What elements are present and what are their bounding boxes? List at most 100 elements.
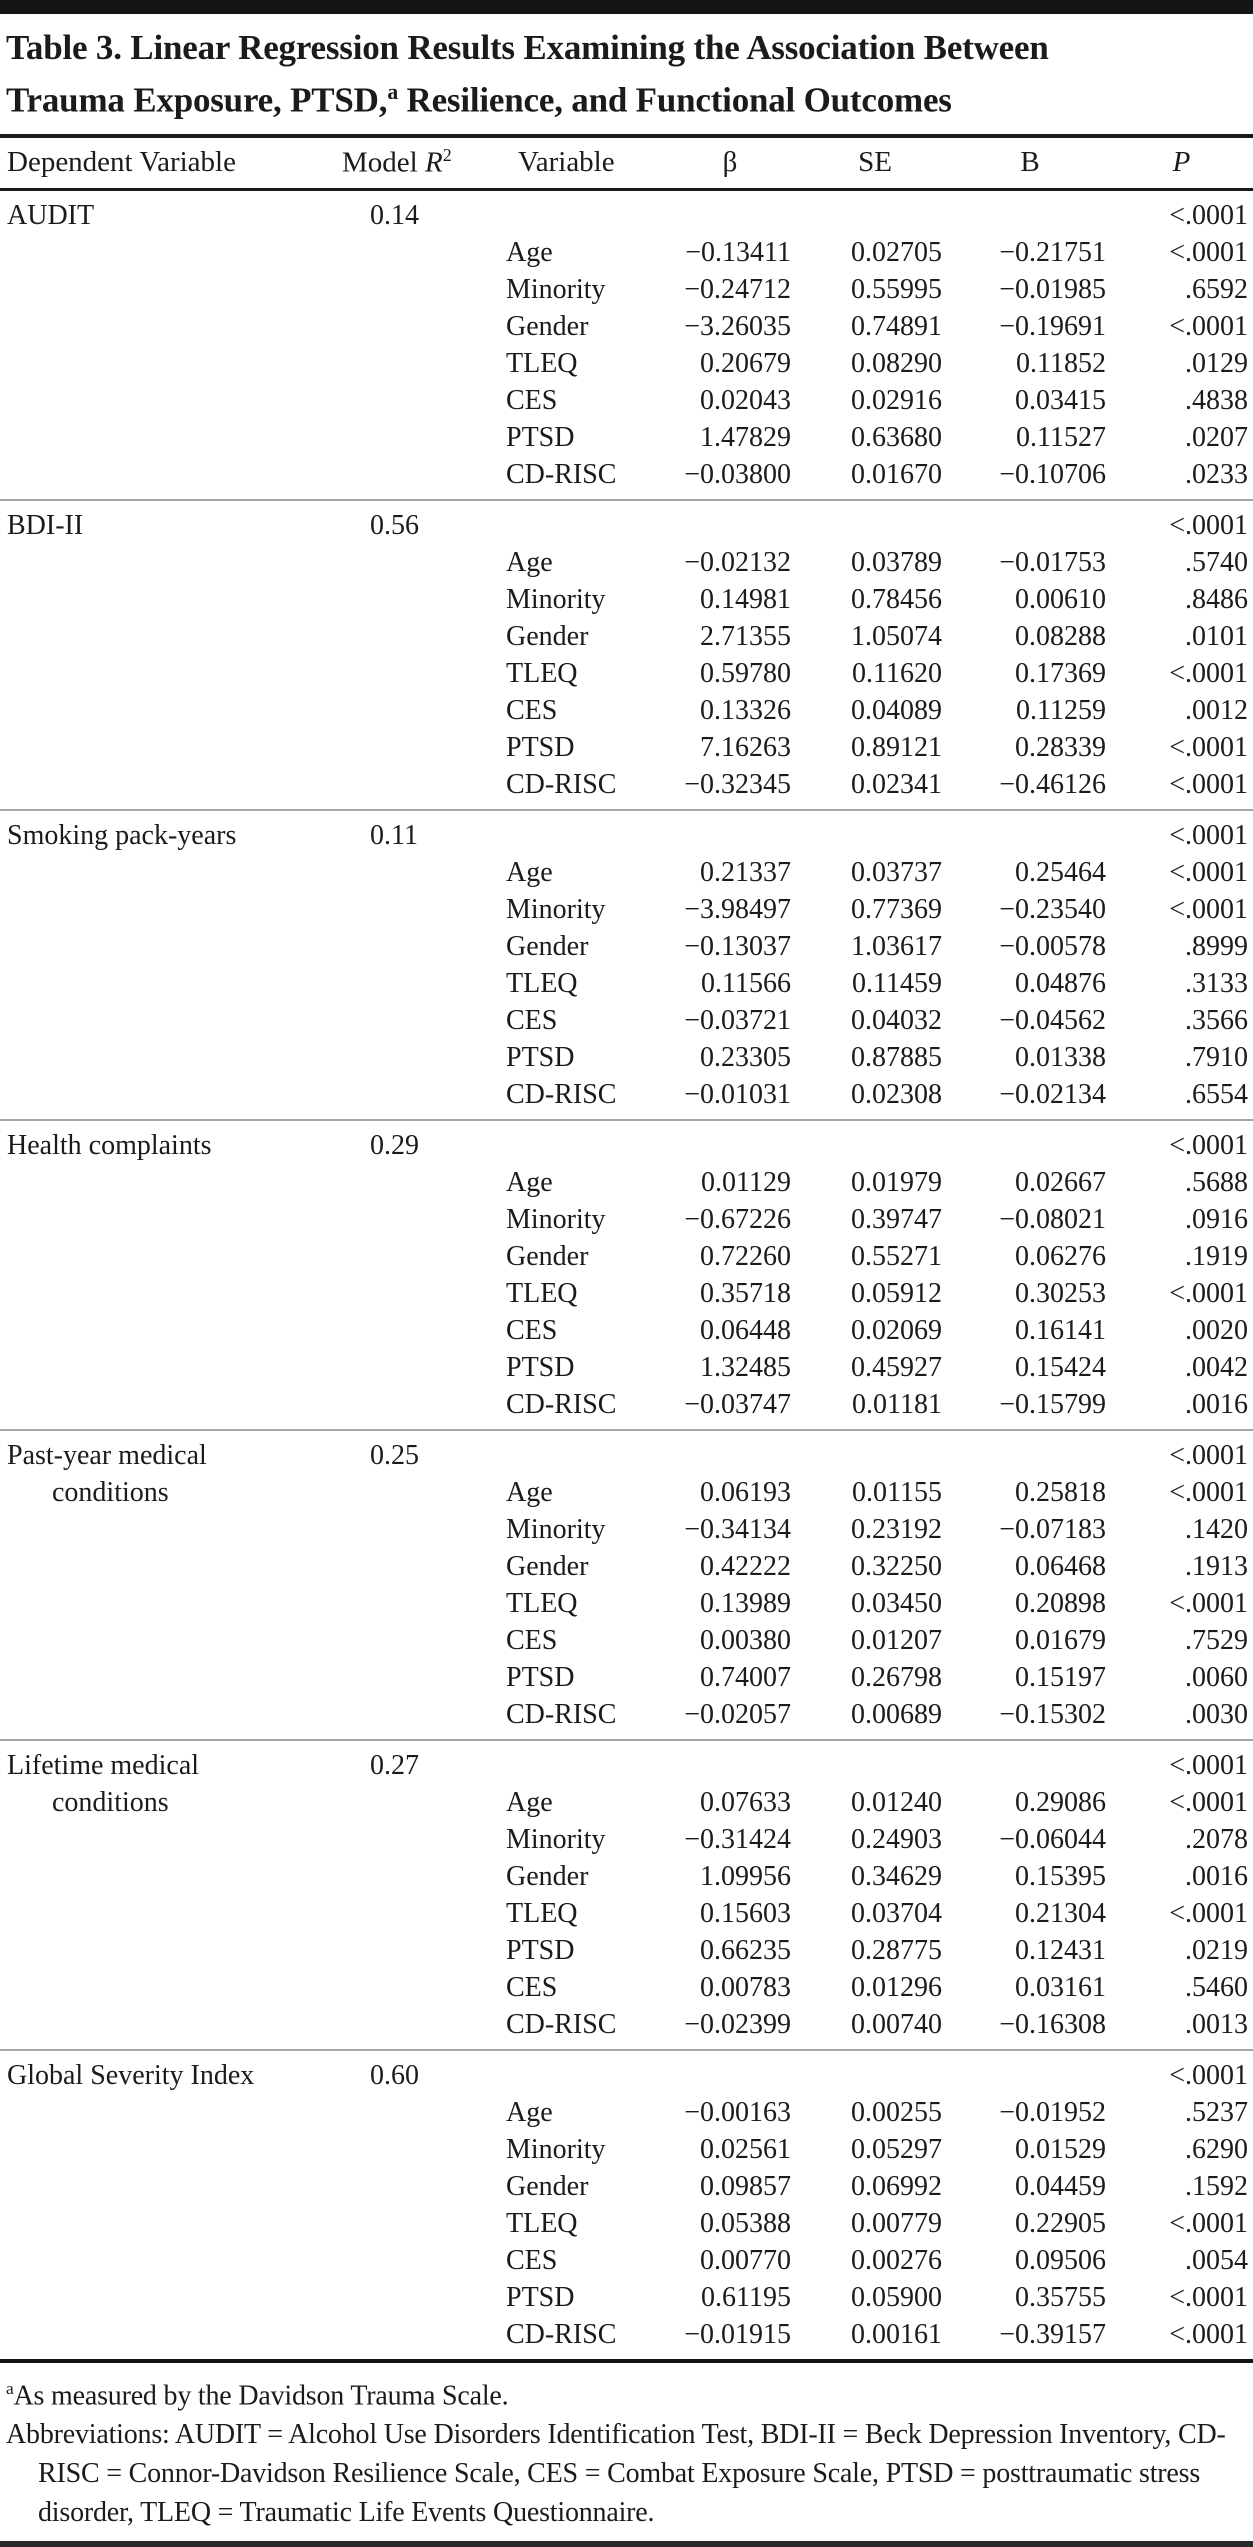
se-cell: 0.55995 bbox=[851, 273, 942, 305]
predictor-row: CES −0.03721 0.04032 −0.04562 .3566 bbox=[0, 1002, 1253, 1039]
b-cell: −0.16308 bbox=[999, 2008, 1106, 2040]
dep-variable-cell bbox=[0, 419, 340, 456]
model-r2-cell bbox=[340, 1511, 500, 1548]
b-cell: 0.11527 bbox=[1016, 421, 1106, 453]
model-r2-cell bbox=[340, 1969, 500, 2006]
beta-cell: −0.24712 bbox=[684, 273, 791, 305]
b-cell: 0.12431 bbox=[1015, 1934, 1106, 1966]
dep-variable-cell bbox=[0, 1548, 340, 1585]
b-cell bbox=[950, 500, 1110, 544]
variable-cell: Minority bbox=[506, 893, 606, 925]
footnote-marker: a bbox=[6, 2378, 14, 2398]
col-header-beta: β bbox=[660, 133, 800, 191]
predictor-row: PTSD 1.47829 0.63680 0.11527 .0207 bbox=[0, 419, 1253, 456]
beta-cell: 0.00783 bbox=[700, 1971, 791, 2003]
dep-variable-cell bbox=[0, 382, 340, 419]
se-cell: 0.00161 bbox=[851, 2318, 942, 2350]
p-cell: .0020 bbox=[1185, 1314, 1248, 1346]
p-cell: <.0001 bbox=[1169, 657, 1248, 689]
variable-cell: TLEQ bbox=[506, 1587, 578, 1619]
model-r2-cell bbox=[340, 1784, 500, 1821]
se-cell: 0.02069 bbox=[851, 1314, 942, 1346]
p-cell: <.0001 bbox=[1169, 1277, 1248, 1309]
variable-cell bbox=[500, 810, 660, 854]
se-cell: 0.89121 bbox=[851, 731, 942, 763]
b-cell: −0.01952 bbox=[999, 2096, 1106, 2128]
b-cell: 0.00610 bbox=[1015, 583, 1106, 615]
dep-variable-cell: Past-year medical bbox=[7, 1439, 207, 1471]
beta-cell: 0.14981 bbox=[700, 583, 791, 615]
beta-cell bbox=[660, 189, 800, 234]
beta-cell: −0.02132 bbox=[684, 546, 791, 578]
p-cell: <.0001 bbox=[1169, 1129, 1248, 1161]
variable-cell: CES bbox=[506, 1971, 558, 2003]
b-cell: −0.01753 bbox=[999, 546, 1106, 578]
beta-cell: 0.01129 bbox=[701, 1166, 791, 1198]
se-cell: 0.00740 bbox=[851, 2008, 942, 2040]
p-cell: .0060 bbox=[1185, 1661, 1248, 1693]
dep-variable-cell bbox=[0, 1511, 340, 1548]
variable-cell: CD-RISC bbox=[506, 2318, 617, 2350]
se-cell: 0.03737 bbox=[851, 856, 942, 888]
b-cell: 0.01679 bbox=[1015, 1624, 1106, 1656]
beta-cell: −0.03800 bbox=[684, 458, 791, 490]
b-cell: 0.04459 bbox=[1015, 2170, 1106, 2202]
se-cell: 0.74891 bbox=[851, 310, 942, 342]
p-cell: .7529 bbox=[1185, 1624, 1248, 1656]
model-r2-cell bbox=[340, 544, 500, 581]
model-r2-cell bbox=[340, 2006, 500, 2050]
p-cell: .5460 bbox=[1185, 1971, 1248, 2003]
p-cell: .0012 bbox=[1185, 694, 1248, 726]
section-summary-row: BDI-II 0.56 <.0001 bbox=[0, 499, 1253, 544]
variable-cell: TLEQ bbox=[506, 657, 578, 689]
predictor-row: TLEQ 0.20679 0.08290 0.11852 .0129 bbox=[0, 345, 1253, 382]
variable-cell: PTSD bbox=[506, 2281, 575, 2313]
table-title: Table 3. Linear Regression Results Exami… bbox=[0, 14, 1253, 134]
model-r2-cell bbox=[340, 271, 500, 308]
dep-variable-cell bbox=[0, 655, 340, 692]
p-cell: .0101 bbox=[1185, 620, 1248, 652]
model-r2-cell bbox=[340, 234, 500, 271]
beta-cell: 0.59780 bbox=[700, 657, 791, 689]
model-r2-cell: 0.29 bbox=[370, 1129, 419, 1161]
section-summary-row: Past-year medical 0.25 <.0001 bbox=[0, 1429, 1253, 1474]
p-cell: .6290 bbox=[1185, 2133, 1248, 2165]
predictor-row: PTSD 0.74007 0.26798 0.15197 .0060 bbox=[0, 1659, 1253, 1696]
b-cell: −0.02134 bbox=[999, 1078, 1106, 1110]
p-cell: <.0001 bbox=[1169, 2207, 1248, 2239]
model-r2-cell: 0.14 bbox=[370, 199, 419, 231]
model-r2-cell bbox=[340, 655, 500, 692]
b-cell bbox=[950, 810, 1110, 854]
p-cell: .8999 bbox=[1185, 930, 1248, 962]
predictor-row: CES 0.06448 0.02069 0.16141 .0020 bbox=[0, 1312, 1253, 1349]
model-r2-cell bbox=[340, 456, 500, 500]
model-r2-cell bbox=[340, 891, 500, 928]
b-cell: 0.15395 bbox=[1015, 1860, 1106, 1892]
p-cell: .1592 bbox=[1185, 2170, 1248, 2202]
se-cell: 0.00779 bbox=[851, 2207, 942, 2239]
table-title-line2-rest: Resilience, and Functional Outcomes bbox=[397, 80, 952, 120]
beta-cell: −0.67226 bbox=[684, 1203, 791, 1235]
se-cell: 0.05912 bbox=[851, 1277, 942, 1309]
b-cell bbox=[950, 1120, 1110, 1164]
dep-variable-cell: BDI-II bbox=[7, 509, 84, 541]
table-title-line1: Table 3. Linear Regression Results Exami… bbox=[6, 28, 1049, 67]
variable-cell: TLEQ bbox=[506, 2207, 578, 2239]
b-cell: 0.22905 bbox=[1015, 2207, 1106, 2239]
b-cell: 0.35755 bbox=[1015, 2281, 1106, 2313]
predictor-row: Minority −3.98497 0.77369 −0.23540 <.0001 bbox=[0, 891, 1253, 928]
b-cell: −0.15302 bbox=[999, 1698, 1106, 1730]
beta-cell: −0.03747 bbox=[684, 1388, 791, 1420]
beta-cell: 0.66235 bbox=[700, 1934, 791, 1966]
predictor-row: CES 0.02043 0.02916 0.03415 .4838 bbox=[0, 382, 1253, 419]
dep-variable-cell bbox=[0, 618, 340, 655]
table-title-line2: Trauma Exposure, PTSD,a Resilience, and … bbox=[6, 70, 1247, 123]
dep-variable-cell: Health complaints bbox=[7, 1129, 212, 1161]
beta-cell: 0.61195 bbox=[701, 2281, 791, 2313]
variable-cell: PTSD bbox=[506, 421, 575, 453]
p-cell: .0013 bbox=[1185, 2008, 1248, 2040]
dep-variable-cell bbox=[0, 1201, 340, 1238]
se-cell: 0.08290 bbox=[851, 347, 942, 379]
model-r2-cell bbox=[340, 1238, 500, 1275]
